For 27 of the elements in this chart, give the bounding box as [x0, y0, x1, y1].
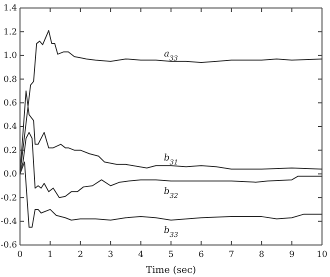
- x-tick-label: 4: [138, 250, 144, 260]
- y-tick-label: 1.0: [3, 51, 17, 62]
- y-tick-label: 0.4: [3, 122, 17, 132]
- y-tick-label: 0.6: [3, 98, 17, 109]
- series-label: b$_{33}$: [164, 226, 178, 240]
- x-tick-label: 9: [289, 250, 295, 260]
- y-tick-label: 0.2: [3, 146, 17, 156]
- y-tick-label: -0.4: [0, 217, 17, 228]
- y-tick-label: 0.8: [3, 74, 17, 85]
- series-label: b$_{32}$: [164, 187, 178, 200]
- series-label: b$_{31}$: [164, 154, 178, 167]
- series-label: a$_{33}$: [164, 49, 178, 62]
- x-tick-label: 7: [228, 250, 234, 260]
- x-tick-label: 5: [168, 250, 174, 260]
- x-tick-label: 6: [198, 250, 204, 260]
- y-tick-label: 1.2: [3, 27, 17, 38]
- x-tick-label: 8: [258, 250, 264, 260]
- x-tick-label: 2: [78, 250, 84, 260]
- y-tick-label: 1.4: [3, 4, 17, 14]
- x-tick-label: 1: [47, 250, 53, 260]
- x-tick-label: 3: [108, 250, 114, 260]
- x-tick-label: 10: [316, 250, 328, 260]
- y-tick-label: 0.0: [3, 170, 17, 180]
- x-axis-title: Time (sec): [146, 265, 196, 276]
- y-tick-label: -0.2: [0, 193, 17, 204]
- x-tick-label: 0: [17, 250, 23, 260]
- y-tick-label: -0.6: [0, 240, 17, 251]
